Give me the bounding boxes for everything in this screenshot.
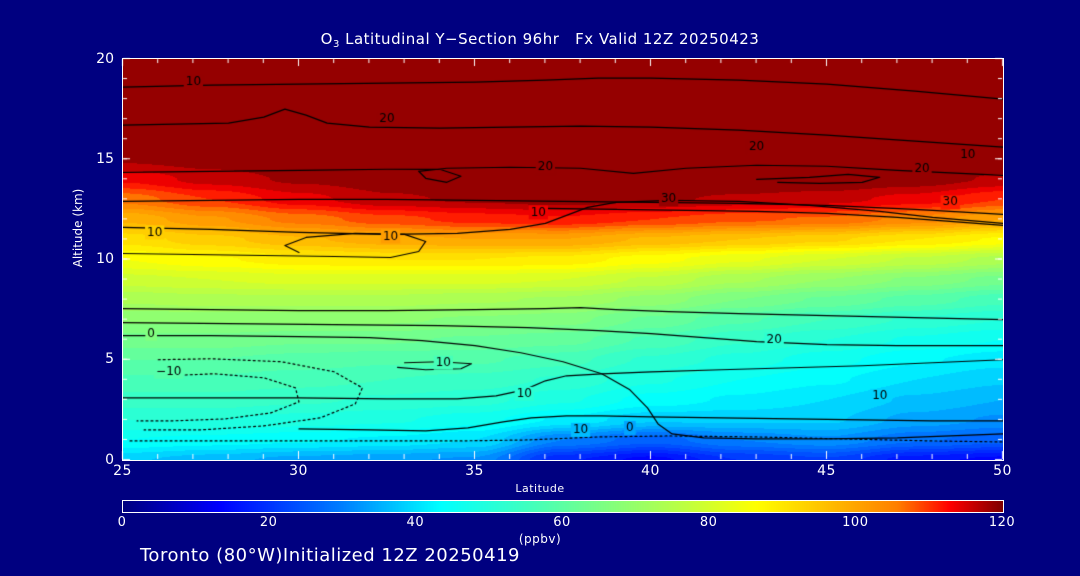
y-axis-tick-label: 5 [105,351,114,368]
page-title: O3 Latitudinal Y−Section 96hr Fx Valid 1… [0,30,1080,50]
x-axis-label: Latitude [515,482,565,495]
y-axis-tick-label: 10 [96,251,114,267]
colorbar-tick-label: 60 [553,515,571,530]
colorbar-unit-label: (ppbv) [518,532,562,546]
x-axis-tick-label: 45 [817,463,836,479]
y-axis-tick-label: 0 [105,451,114,468]
x-axis-tick-label: 30 [289,463,308,479]
colorbar-tick-label: 0 [117,515,127,530]
colorbar-tick-label: 100 [842,515,869,530]
colorbar-tick-label: 80 [699,515,718,530]
x-axis-tick-label: 40 [641,463,660,479]
colorbar-gradient [123,501,1003,512]
x-axis-tick-label: 35 [465,463,484,479]
y-axis-label-wrapper: Altitude (km) [71,189,98,268]
figure-caption: Toronto (80°W)Initialized 12Z 20250419 [140,545,520,566]
colorbar-tick-label: 120 [988,515,1016,530]
colorbar-tick-label: 40 [406,515,425,530]
colorbar-tick-label: 20 [259,515,278,530]
colorbar [122,500,1004,513]
x-axis-tick-label: 25 [113,463,132,479]
plot-area [122,58,1004,461]
ozone-cross-section-field [123,59,1003,460]
y-axis-tick-label: 15 [96,150,114,167]
y-axis-tick-label: 20 [96,50,114,67]
title-description: Latitudinal Y−Section 96hr Fx Valid 12Z … [339,30,760,48]
x-axis-tick-label: 50 [993,463,1012,479]
title-subscript: 3 [332,39,340,50]
title-species: O [320,30,333,48]
